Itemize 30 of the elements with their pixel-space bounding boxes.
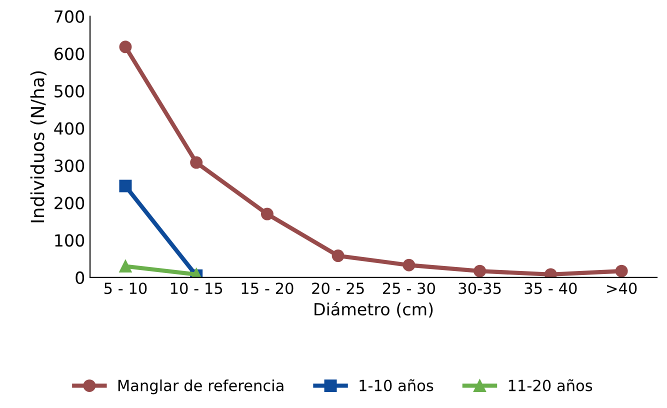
y-tick-label: 200 — [54, 196, 84, 210]
point — [190, 156, 203, 169]
x-tick-label: >40 — [607, 282, 637, 294]
legend-label: 11-20 años — [508, 379, 592, 392]
point — [332, 250, 344, 262]
y-tick-label: 700 — [54, 10, 84, 23]
y-tick-label: 0 — [76, 271, 84, 284]
y-tick-label: 100 — [55, 234, 84, 247]
point — [615, 264, 628, 278]
y-tick-label: 300 — [54, 159, 84, 172]
x-tick-label: 35 - 40 — [524, 282, 577, 294]
point — [260, 208, 274, 220]
legend-label: Manglar de referencia — [118, 379, 284, 394]
y-tick-label: 600 — [54, 48, 84, 60]
y-tick-label: 400 — [54, 122, 84, 135]
x-tick-label: 30-35 — [458, 282, 501, 294]
point — [119, 180, 132, 192]
x-tick-label: 10 - 15 — [170, 282, 222, 294]
x-tick-label: 20 - 25 — [312, 282, 364, 294]
point — [119, 260, 132, 272]
point — [402, 258, 416, 272]
legend-label: 1-10 años — [360, 379, 434, 392]
point — [119, 40, 132, 54]
y-axis-title: Individuos (N/ha) — [30, 71, 46, 222]
x-tick-label: 15 - 20 — [242, 282, 294, 294]
x-axis-title: Diámetro (cm) — [314, 302, 433, 318]
point — [474, 264, 486, 278]
x-tick-label: 25 - 30 — [383, 282, 435, 294]
y-tick-label: 500 — [54, 84, 84, 98]
x-tick-label: 5 - 10 — [104, 282, 147, 294]
